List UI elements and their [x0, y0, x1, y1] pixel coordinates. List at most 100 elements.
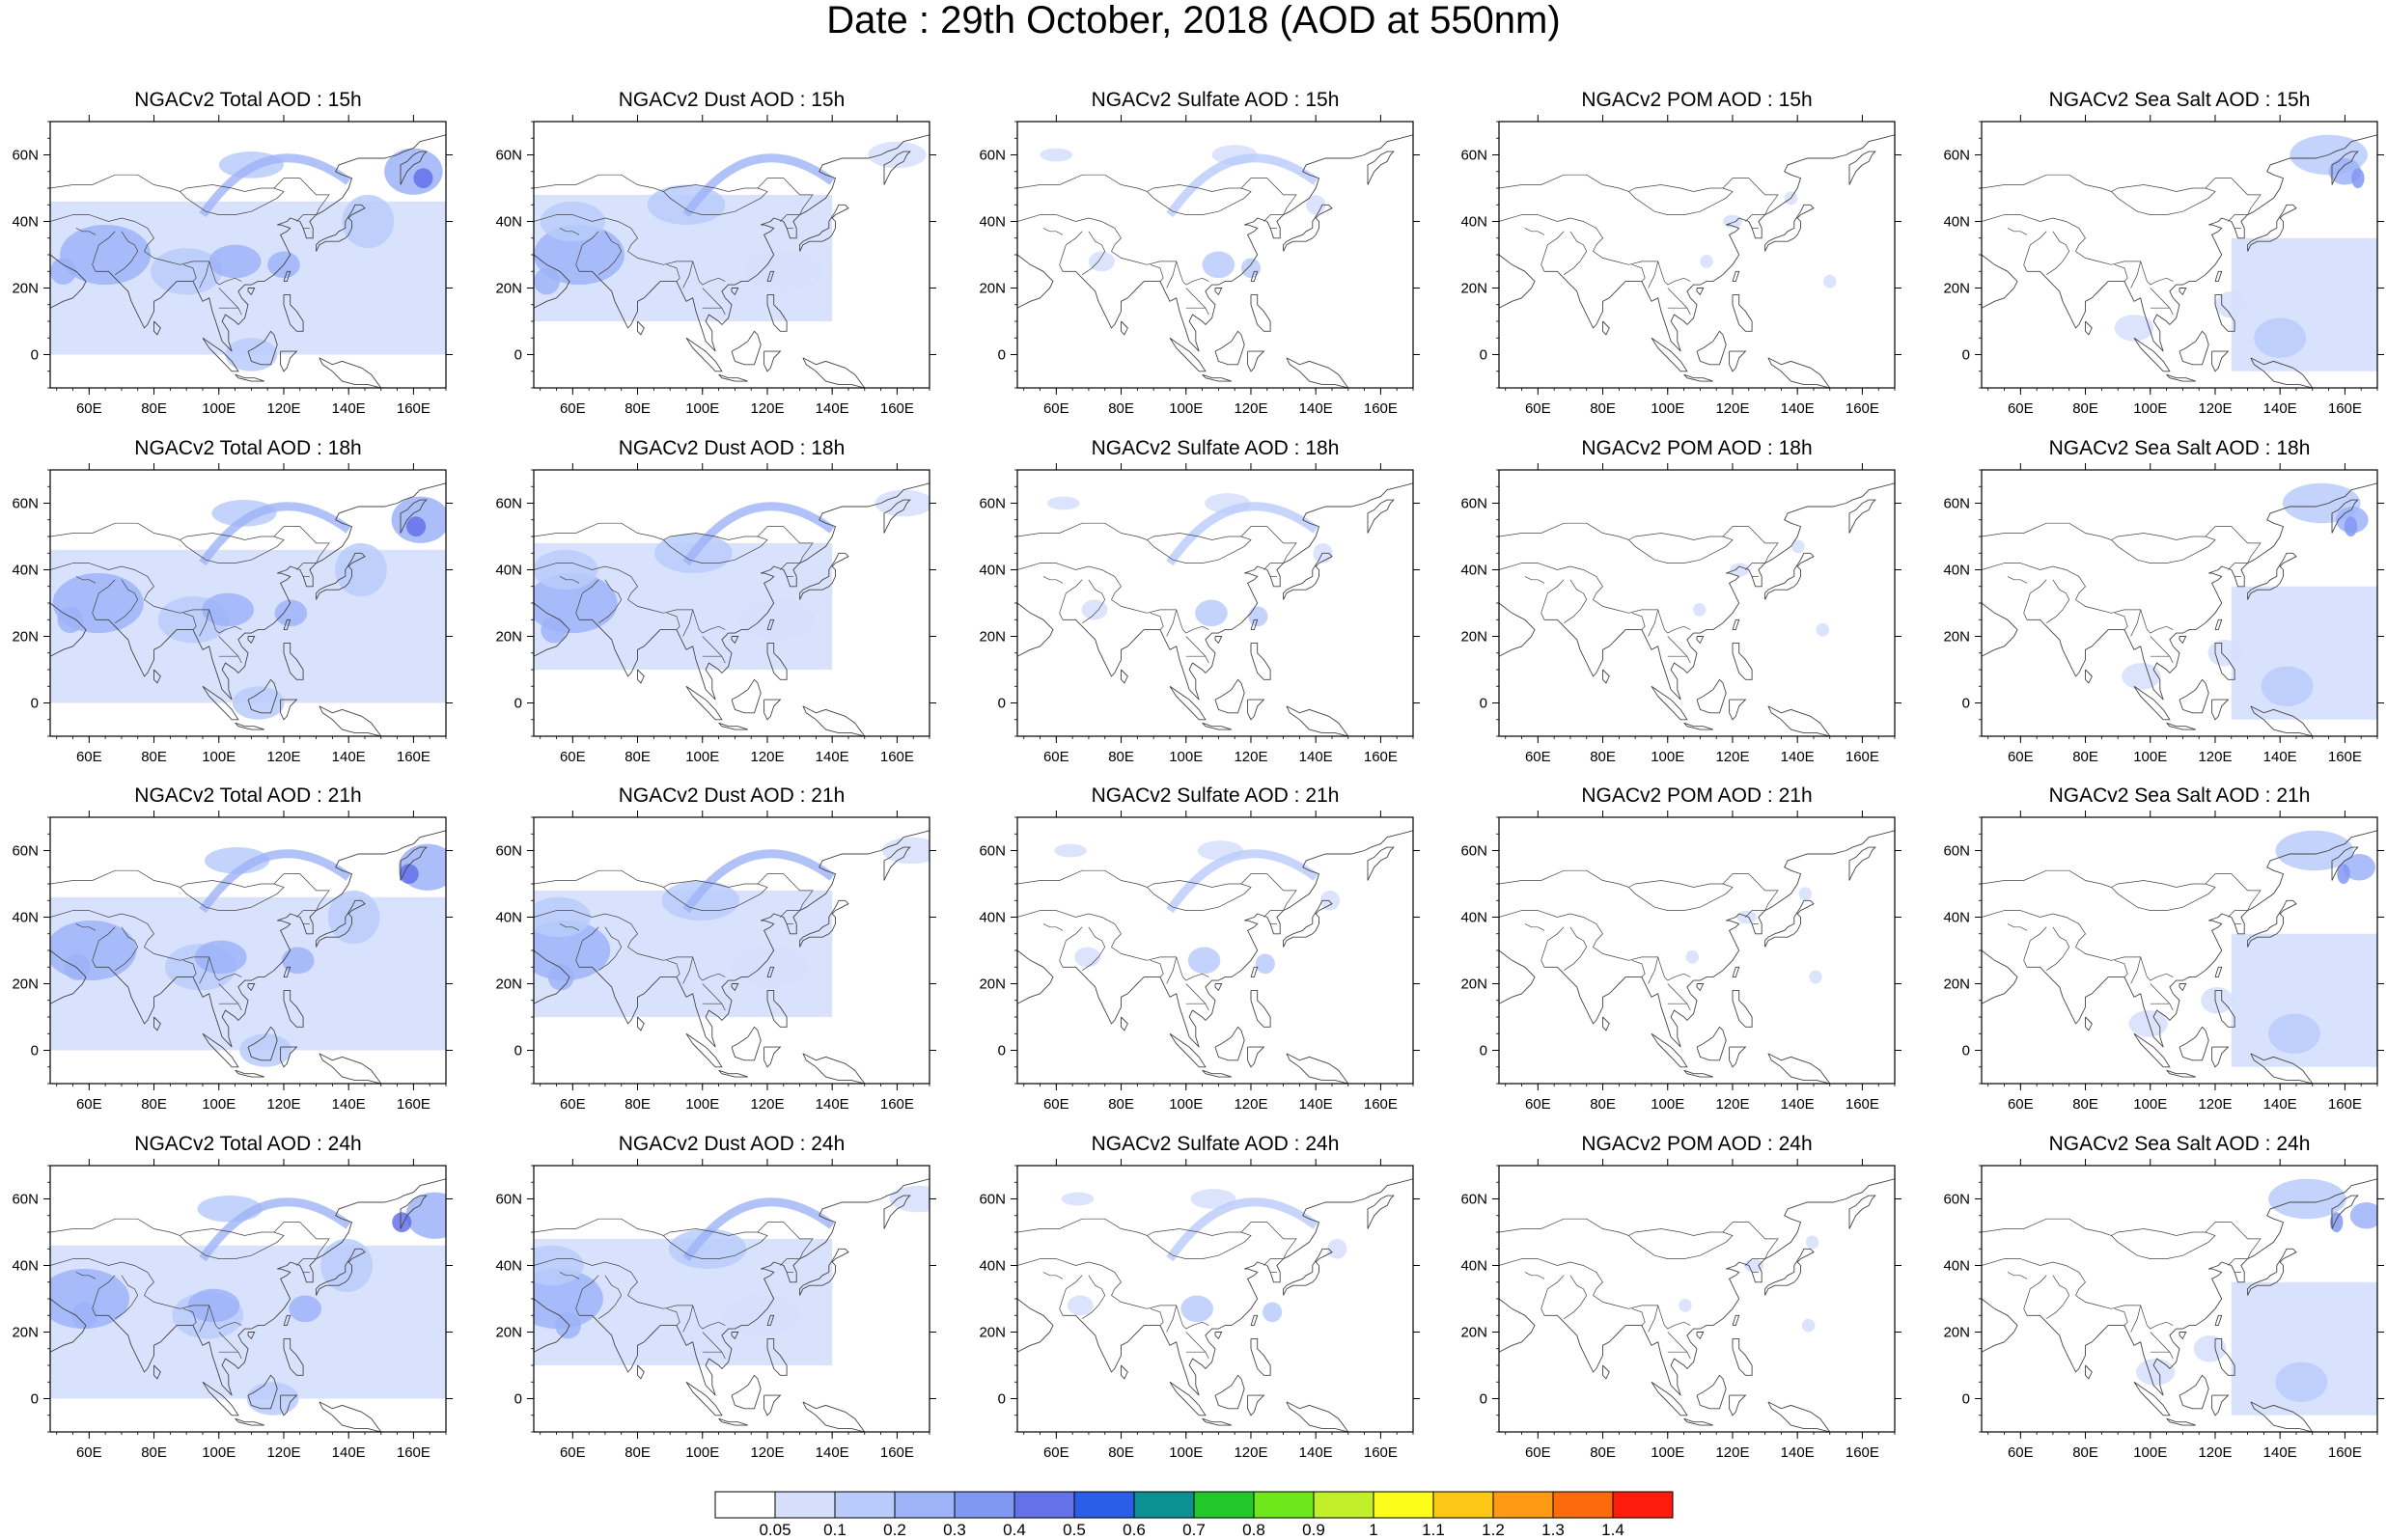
- coastlines: [1499, 1178, 1895, 1432]
- map-panel-seasalt-3: NGACv2 Sea Salt AOD : 21h 60E 80E 100E 120E 1…: [1943, 784, 2384, 1116]
- lat-tick-label: 20N: [1943, 1325, 1970, 1341]
- lat-tick-label: 20N: [495, 281, 522, 297]
- lon-tick-label: 80E: [625, 749, 651, 765]
- colorbar-swatch: [1492, 1491, 1554, 1519]
- lat-tick-label: 20N: [12, 629, 39, 646]
- lon-tick-label: 80E: [1590, 400, 1616, 417]
- lat-tick-label: 40N: [1943, 1258, 1970, 1275]
- aod-field: [50, 843, 446, 1067]
- map-frame: [1498, 816, 1896, 1085]
- coastlines: [534, 830, 930, 1084]
- lon-tick-label: 100E: [1169, 1444, 1203, 1461]
- colorbar-swatch: [1432, 1491, 1494, 1519]
- lat-tick-label: 60N: [1943, 843, 1970, 860]
- map-panel-seasalt-4: NGACv2 Sea Salt AOD : 24h 60E 80E 100E 120E 1…: [1943, 1133, 2384, 1465]
- lon-tick-label: 140E: [2263, 1444, 2297, 1461]
- lat-tick-label: 0: [514, 347, 522, 364]
- map-pom: 60E 80E 100E 120E 140E 160E 0 20N 40N 60N: [1460, 463, 1901, 765]
- lon-tick-label: 100E: [685, 749, 719, 765]
- map-panel-total-4: NGACv2 Total AOD : 24h 60E 80E 100E 120E 140E…: [12, 1133, 453, 1465]
- lat-tick-label: 20N: [979, 976, 1006, 993]
- aod-field: [1061, 1189, 1347, 1323]
- lat-tick-label: 40N: [1460, 563, 1487, 579]
- lat-tick-label: 40N: [979, 1258, 1006, 1275]
- lat-tick-label: 40N: [1943, 214, 1970, 231]
- lon-tick-label: 60E: [560, 1444, 586, 1461]
- aod-field: [1054, 840, 1341, 975]
- colorbar-swatch: [954, 1491, 1015, 1519]
- lon-tick-label: 160E: [880, 1096, 914, 1113]
- lon-tick-label: 140E: [1781, 400, 1815, 417]
- aod-field: [50, 1192, 446, 1416]
- colorbar-label: 0.4: [1003, 1521, 1026, 1539]
- lon-tick-label: 120E: [266, 1444, 300, 1461]
- map-frame: [1498, 469, 1896, 737]
- lon-tick-label: 100E: [202, 400, 236, 417]
- lat-tick-label: 40N: [979, 563, 1006, 579]
- lon-tick-label: 140E: [1299, 1096, 1333, 1113]
- lon-tick-label: 100E: [1169, 1096, 1203, 1113]
- coastlines: [1982, 1178, 2377, 1432]
- lon-tick-label: 140E: [1299, 400, 1333, 417]
- lat-tick-label: 60N: [1943, 148, 1970, 164]
- lon-tick-label: 80E: [141, 400, 167, 417]
- lon-tick-label: 160E: [2328, 400, 2362, 417]
- panel-title: NGACv2 Total AOD : 24h: [134, 1133, 362, 1155]
- lon-tick-label: 160E: [880, 749, 914, 765]
- colorbar-label: 0.2: [883, 1521, 906, 1539]
- lat-tick-label: 40N: [12, 214, 39, 231]
- lat-tick-label: 40N: [495, 214, 522, 231]
- map-panel-dust-3: NGACv2 Dust AOD : 21h 60E 80E 100E 120E 140E 1…: [495, 784, 936, 1116]
- map-panel-dust-4: NGACv2 Dust AOD : 24h 60E 80E 100E 120E 140E 1…: [495, 1133, 936, 1465]
- lat-tick-label: 0: [31, 1043, 39, 1059]
- colorbar-label: 0.05: [759, 1521, 791, 1539]
- lon-tick-label: 120E: [266, 749, 300, 765]
- lon-tick-label: 60E: [76, 1444, 102, 1461]
- map-panel-pom-2: NGACv2 POM AOD : 18h 60E 80E 100E 120E 140E 16…: [1460, 437, 1901, 769]
- lon-tick-label: 140E: [1781, 1444, 1815, 1461]
- lon-tick-label: 120E: [750, 1096, 784, 1113]
- map-panel-sulfate-4: NGACv2 Sulfate AOD : 24h 60E 80E 100E 120E 14…: [979, 1133, 1420, 1465]
- colorbar-label: 0.1: [823, 1521, 847, 1539]
- coastlines: [1982, 134, 2377, 388]
- lon-tick-label: 160E: [397, 400, 430, 417]
- colorbar-label: 1.2: [1482, 1521, 1505, 1539]
- lat-tick-label: 40N: [12, 563, 39, 579]
- lat-tick-label: 60N: [495, 843, 522, 860]
- map-panel-seasalt-2: NGACv2 Sea Salt AOD : 18h 60E 80E 100E 120E 1…: [1943, 437, 2384, 769]
- lat-tick-label: 40N: [1460, 1258, 1487, 1275]
- lat-tick-label: 60N: [12, 148, 39, 164]
- aod-field: [534, 1185, 930, 1365]
- aod-field: [1692, 539, 1830, 637]
- lon-tick-label: 60E: [2008, 400, 2034, 417]
- lat-tick-label: 60N: [1943, 496, 1970, 512]
- map-sulfate: 60E 80E 100E 120E 140E 160E 0 20N 40N 60N: [979, 115, 1420, 417]
- lon-tick-label: 80E: [1590, 1444, 1616, 1461]
- colorbar-swatch: [714, 1491, 776, 1519]
- lon-tick-label: 160E: [2328, 1096, 2362, 1113]
- map-pom: 60E 80E 100E 120E 140E 160E 0 20N 40N 60N: [1460, 811, 1901, 1113]
- panel-title: NGACv2 Dust AOD : 18h: [618, 437, 846, 459]
- lon-tick-label: 60E: [1525, 1096, 1551, 1113]
- colorbar: 0.05 0.1 0.2 0.3 0.4 0.5 0.6 0.7 0.8 0.9 1 1.1 1.2 1.…: [714, 1491, 1674, 1539]
- lat-tick-label: 20N: [1460, 281, 1487, 297]
- colorbar-swatch: [1133, 1491, 1195, 1519]
- lat-tick-label: 60N: [495, 1192, 522, 1208]
- lon-tick-label: 60E: [1043, 1444, 1069, 1461]
- lon-tick-label: 60E: [76, 1096, 102, 1113]
- colorbar-swatch: [894, 1491, 956, 1519]
- lat-tick-label: 20N: [1943, 629, 1970, 646]
- panel-title: NGACv2 Sulfate AOD : 18h: [1091, 437, 1340, 459]
- lat-tick-label: 20N: [979, 629, 1006, 646]
- aod-field: [50, 148, 446, 371]
- map-panel-pom-4: NGACv2 POM AOD : 24h 60E 80E 100E 120E 140E 16…: [1460, 1133, 1901, 1465]
- lat-tick-label: 20N: [1943, 281, 1970, 297]
- lon-tick-label: 60E: [1525, 400, 1551, 417]
- lat-tick-label: 0: [514, 1391, 522, 1408]
- aod-field: [2122, 482, 2377, 720]
- lat-tick-label: 0: [998, 696, 1006, 712]
- map-panel-total-2: NGACv2 Total AOD : 18h 60E 80E 100E 120E 140E…: [12, 437, 453, 769]
- lat-tick-label: 0: [31, 347, 39, 364]
- lon-tick-label: 120E: [1715, 749, 1749, 765]
- lon-tick-label: 120E: [1715, 400, 1749, 417]
